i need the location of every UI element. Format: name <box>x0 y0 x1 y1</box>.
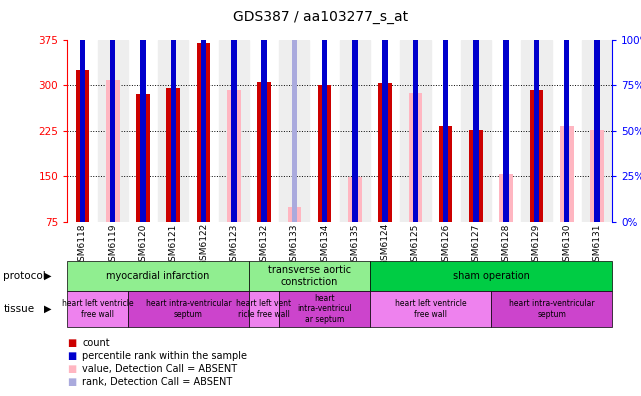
Bar <box>348 177 362 222</box>
Bar <box>231 0 237 222</box>
Bar <box>262 0 267 222</box>
Bar <box>564 0 569 222</box>
Bar <box>288 207 301 222</box>
Bar <box>257 82 271 222</box>
Bar <box>136 93 150 222</box>
Text: rank, Detection Call = ABSENT: rank, Detection Call = ABSENT <box>82 377 232 387</box>
Bar <box>110 0 115 222</box>
Bar <box>521 40 552 222</box>
Bar <box>201 0 206 222</box>
Bar <box>582 40 612 222</box>
Bar <box>171 0 176 222</box>
Bar <box>322 0 328 222</box>
Bar <box>167 88 180 222</box>
Bar <box>590 130 604 222</box>
Bar <box>529 90 544 222</box>
Text: ■: ■ <box>67 377 76 387</box>
Text: tissue: tissue <box>3 304 35 314</box>
Bar <box>564 0 569 222</box>
Text: myocardial infarction: myocardial infarction <box>106 271 210 281</box>
Bar <box>227 90 240 222</box>
Text: heart intra-ventricular
septum: heart intra-ventricular septum <box>146 299 231 318</box>
Text: ▶: ▶ <box>44 271 51 281</box>
Bar <box>140 0 146 222</box>
Text: sham operation: sham operation <box>453 271 529 281</box>
Bar <box>231 0 237 222</box>
Text: percentile rank within the sample: percentile rank within the sample <box>82 350 247 361</box>
Bar <box>594 0 600 222</box>
Bar <box>594 0 600 222</box>
Text: GDS387 / aa103277_s_at: GDS387 / aa103277_s_at <box>233 10 408 24</box>
Bar <box>443 0 449 222</box>
Bar <box>292 3 297 222</box>
Bar <box>413 0 418 222</box>
Bar <box>318 85 331 222</box>
Text: transverse aortic
constriction: transverse aortic constriction <box>268 265 351 287</box>
Text: heart intra-ventricular
septum: heart intra-ventricular septum <box>509 299 594 318</box>
Bar <box>197 43 210 222</box>
Bar <box>279 40 310 222</box>
Text: count: count <box>82 337 110 348</box>
Bar <box>439 126 453 222</box>
Bar <box>534 0 539 222</box>
Text: protocol: protocol <box>3 271 46 281</box>
Bar <box>408 93 422 222</box>
Bar <box>340 40 370 222</box>
Text: heart left vent
ricle free wall: heart left vent ricle free wall <box>237 299 292 318</box>
Bar <box>400 40 431 222</box>
Bar <box>383 0 388 222</box>
Bar <box>499 174 513 222</box>
Bar <box>503 0 509 222</box>
Bar <box>378 83 392 222</box>
Bar <box>158 40 188 222</box>
Bar <box>97 40 128 222</box>
Bar <box>219 40 249 222</box>
Bar <box>106 80 119 222</box>
Bar <box>461 40 491 222</box>
Text: heart left ventricle
free wall: heart left ventricle free wall <box>62 299 133 318</box>
Bar <box>473 0 479 222</box>
Bar <box>76 70 89 222</box>
Text: heart left ventricle
free wall: heart left ventricle free wall <box>395 299 467 318</box>
Text: heart
intra-ventricul
ar septum: heart intra-ventricul ar septum <box>297 294 352 324</box>
Text: ■: ■ <box>67 337 76 348</box>
Text: ▶: ▶ <box>44 304 51 314</box>
Bar <box>560 126 574 222</box>
Bar <box>79 0 85 222</box>
Text: ■: ■ <box>67 364 76 374</box>
Bar <box>352 0 358 222</box>
Text: value, Detection Call = ABSENT: value, Detection Call = ABSENT <box>82 364 237 374</box>
Text: ■: ■ <box>67 350 76 361</box>
Bar <box>469 130 483 222</box>
